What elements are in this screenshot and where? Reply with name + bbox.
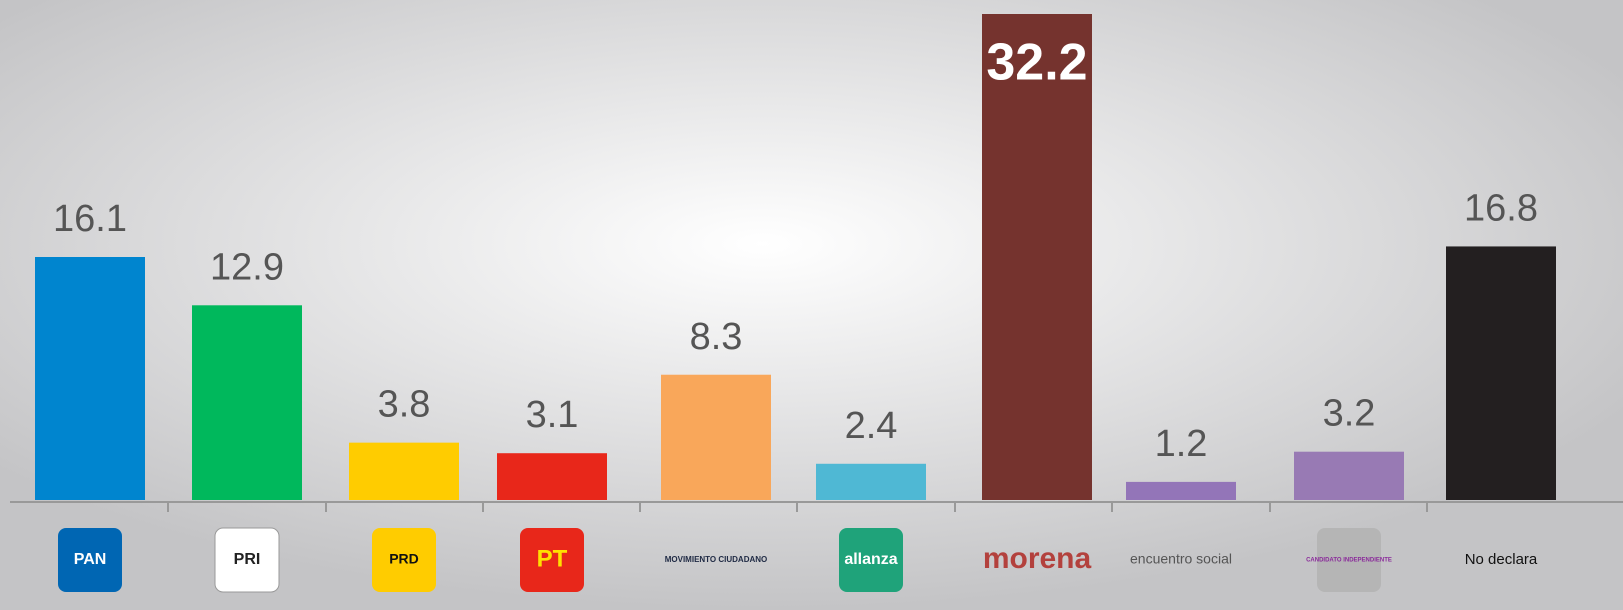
- bar: [35, 257, 145, 500]
- logo-box: [214, 527, 280, 593]
- category-label: encuentro social: [1130, 551, 1232, 567]
- logo-box: [1317, 528, 1381, 592]
- bar: [1446, 246, 1556, 500]
- bar: [497, 453, 607, 500]
- bar: [1294, 451, 1404, 500]
- value-label: 1.2: [1155, 423, 1208, 465]
- category-label: No declara: [1465, 551, 1538, 568]
- bar: [1126, 481, 1236, 500]
- category-label: PRI: [234, 551, 261, 568]
- category-label: PAN: [74, 551, 107, 568]
- category-label: allanza: [844, 551, 897, 568]
- value-label: 16.1: [53, 198, 127, 240]
- category-label: CANDIDATO INDEPENDIENTE: [1306, 558, 1392, 564]
- bar: [349, 442, 459, 500]
- category-label: PRD: [389, 551, 419, 567]
- value-label: 8.3: [690, 316, 743, 358]
- value-label: 2.4: [845, 405, 898, 447]
- category-label: PT: [537, 545, 568, 572]
- value-label: 16.8: [1464, 187, 1538, 229]
- value-label: 3.1: [526, 394, 579, 436]
- bar: [661, 374, 771, 500]
- logo-box: [372, 528, 436, 592]
- bar: [192, 305, 302, 500]
- value-label: 3.2: [1323, 393, 1376, 435]
- bar: [816, 463, 926, 500]
- logo-box: [58, 528, 122, 592]
- category-label: morena: [983, 542, 1092, 575]
- category-label: MOVIMIENTO CIUDADANO: [665, 555, 768, 564]
- value-label: 12.9: [210, 246, 284, 288]
- bar: [982, 14, 1092, 500]
- logo-box: [520, 528, 584, 592]
- value-label: 32.2: [986, 34, 1087, 92]
- value-label: 3.8: [378, 384, 431, 426]
- logo-box: [839, 528, 903, 592]
